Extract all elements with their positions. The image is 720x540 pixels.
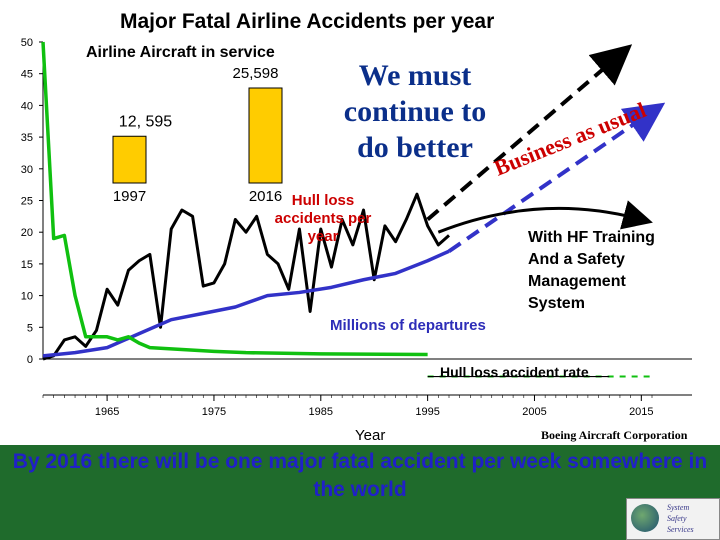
inset-bar-value-label: 12, 595	[119, 113, 172, 130]
departures-label: Millions of departures	[330, 317, 486, 334]
footer-message: By 2016 there will be one major fatal ac…	[12, 450, 708, 501]
slogan: We must continue to do better	[343, 59, 487, 164]
y-tick-label: 30	[21, 164, 33, 176]
chart-title: Major Fatal Airline Accidents per year	[120, 10, 495, 33]
x-tick-label: 1975	[202, 406, 226, 418]
company-logo: System Safety Services	[626, 498, 720, 540]
accidents-series-line	[42, 192, 450, 361]
y-tick-label: 10	[21, 291, 33, 303]
y-tick-label: 20	[21, 227, 33, 239]
aircraft-in-service-label: Airline Aircraft in service	[86, 44, 275, 61]
logo-text: System Safety Services	[667, 503, 694, 534]
inset-bar	[112, 135, 147, 184]
hf-training-projection	[437, 200, 653, 234]
x-tick-label: 2015	[629, 406, 653, 418]
y-tick-label: 50	[21, 37, 33, 49]
inset-bar-category-label: 2016	[249, 188, 282, 205]
y-tick-label: 35	[21, 132, 33, 144]
x-tick-label: 1985	[309, 406, 333, 418]
y-tick-label: 5	[27, 322, 33, 334]
y-tick-label: 15	[21, 259, 33, 271]
inset-bar-value-label: 25,598	[233, 65, 279, 82]
x-tick-label: 1965	[95, 406, 119, 418]
business-as-usual-label: Business as usual	[491, 97, 650, 181]
departures-projection	[447, 102, 666, 253]
chart-svg: 0 5 10 15 20 25 30 35 40 45 50 1965 1975 1985 1995 2005…	[21, 37, 692, 418]
accident-rate-label: Hull loss accident rate	[440, 364, 589, 380]
x-tick-label: 2005	[522, 406, 546, 418]
inset-bar-category-label: 1997	[113, 188, 146, 205]
x-axis-label: Year	[355, 427, 386, 444]
y-tick-label: 0	[27, 354, 33, 366]
hull-loss-label: Hull loss accidents per year	[274, 192, 372, 245]
y-tick-label: 25	[21, 196, 33, 208]
inset-bar	[248, 87, 283, 184]
departures-series-line	[42, 249, 450, 358]
business-as-usual-projection	[426, 44, 633, 222]
y-tick-label: 45	[21, 69, 33, 81]
hf-training-label: With HF Training And a Safety Management…	[528, 229, 655, 312]
x-tick-label: 1995	[415, 406, 439, 418]
rate-series-line	[41, 41, 428, 357]
source-credit: Boeing Aircraft Corporation	[541, 428, 688, 442]
y-tick-label: 40	[21, 100, 33, 112]
globe-icon	[631, 504, 659, 532]
